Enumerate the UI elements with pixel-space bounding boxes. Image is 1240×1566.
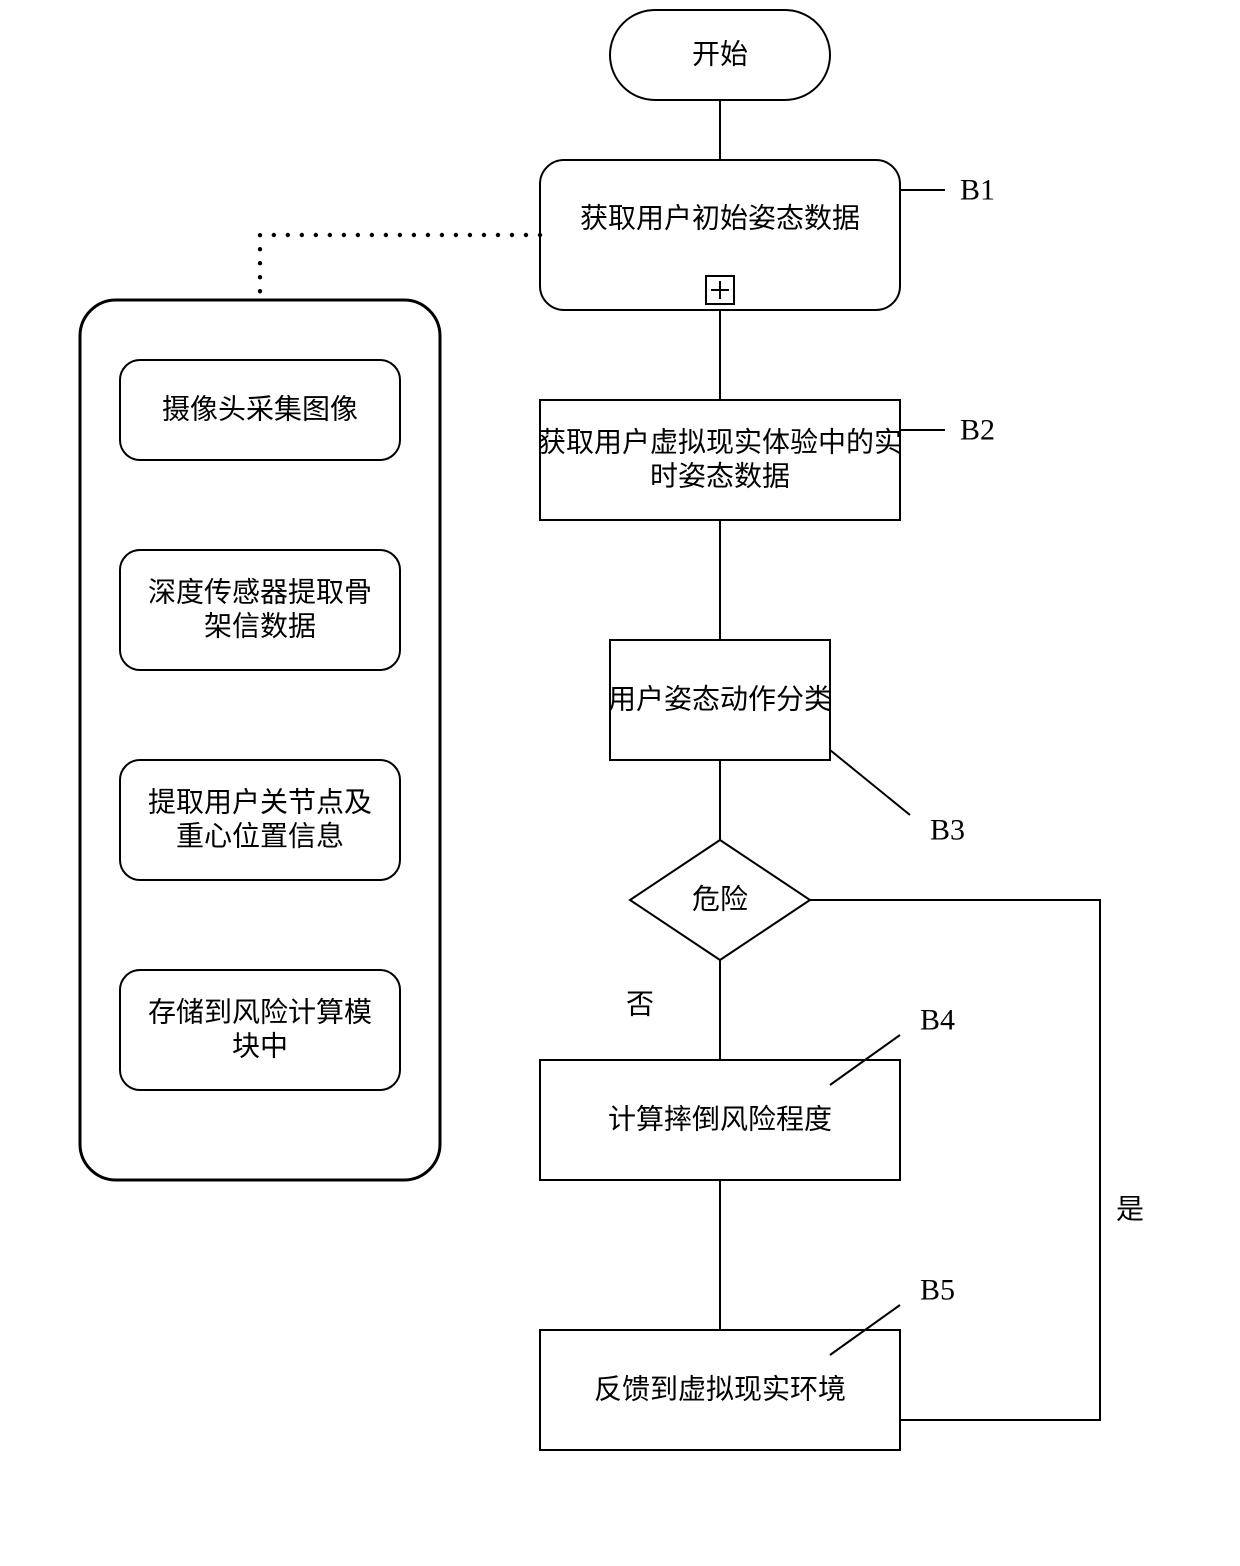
b5-label: B5	[920, 1274, 955, 1307]
side-item-2	[120, 760, 400, 880]
b4-text: 计算摔倒风险程度	[608, 1104, 832, 1136]
decision-text: 危险	[692, 884, 748, 916]
b1-text: 获取用户初始姿态数据	[580, 203, 860, 235]
b2-label: B2	[960, 414, 995, 447]
dotted-connector	[260, 235, 540, 300]
side-item-3	[120, 970, 400, 1090]
side-item-3-text-l0: 存储到风险计算模	[148, 997, 372, 1029]
start-label: 开始	[692, 39, 748, 71]
b2-box	[540, 400, 900, 520]
side-item-3-text-l1: 块中	[232, 1031, 288, 1063]
decision-yes: 是	[1116, 1195, 1144, 1226]
side-item-2-text-l0: 提取用户关节点及	[148, 787, 372, 819]
b2-text-l1: 时姿态数据	[650, 461, 790, 493]
b2-text-l0: 获取用户虚拟现实体验中的实	[538, 427, 902, 459]
side-item-0-text-l0: 摄像头采集图像	[162, 394, 358, 426]
side-item-2-text-l1: 重心位置信息	[176, 821, 344, 853]
b3-label: B3	[930, 814, 965, 847]
b4-label: B4	[920, 1004, 955, 1037]
b5-text: 反馈到虚拟现实环境	[594, 1374, 846, 1406]
side-item-1	[120, 550, 400, 670]
side-item-1-text-l0: 深度传感器提取骨	[148, 577, 372, 609]
side-item-1-text-l1: 架信数据	[204, 611, 316, 643]
b1-label: B1	[960, 174, 995, 207]
decision-no: 否	[626, 990, 654, 1021]
b3-text: 用户姿态动作分类	[608, 684, 832, 716]
b3-leader	[830, 750, 910, 815]
